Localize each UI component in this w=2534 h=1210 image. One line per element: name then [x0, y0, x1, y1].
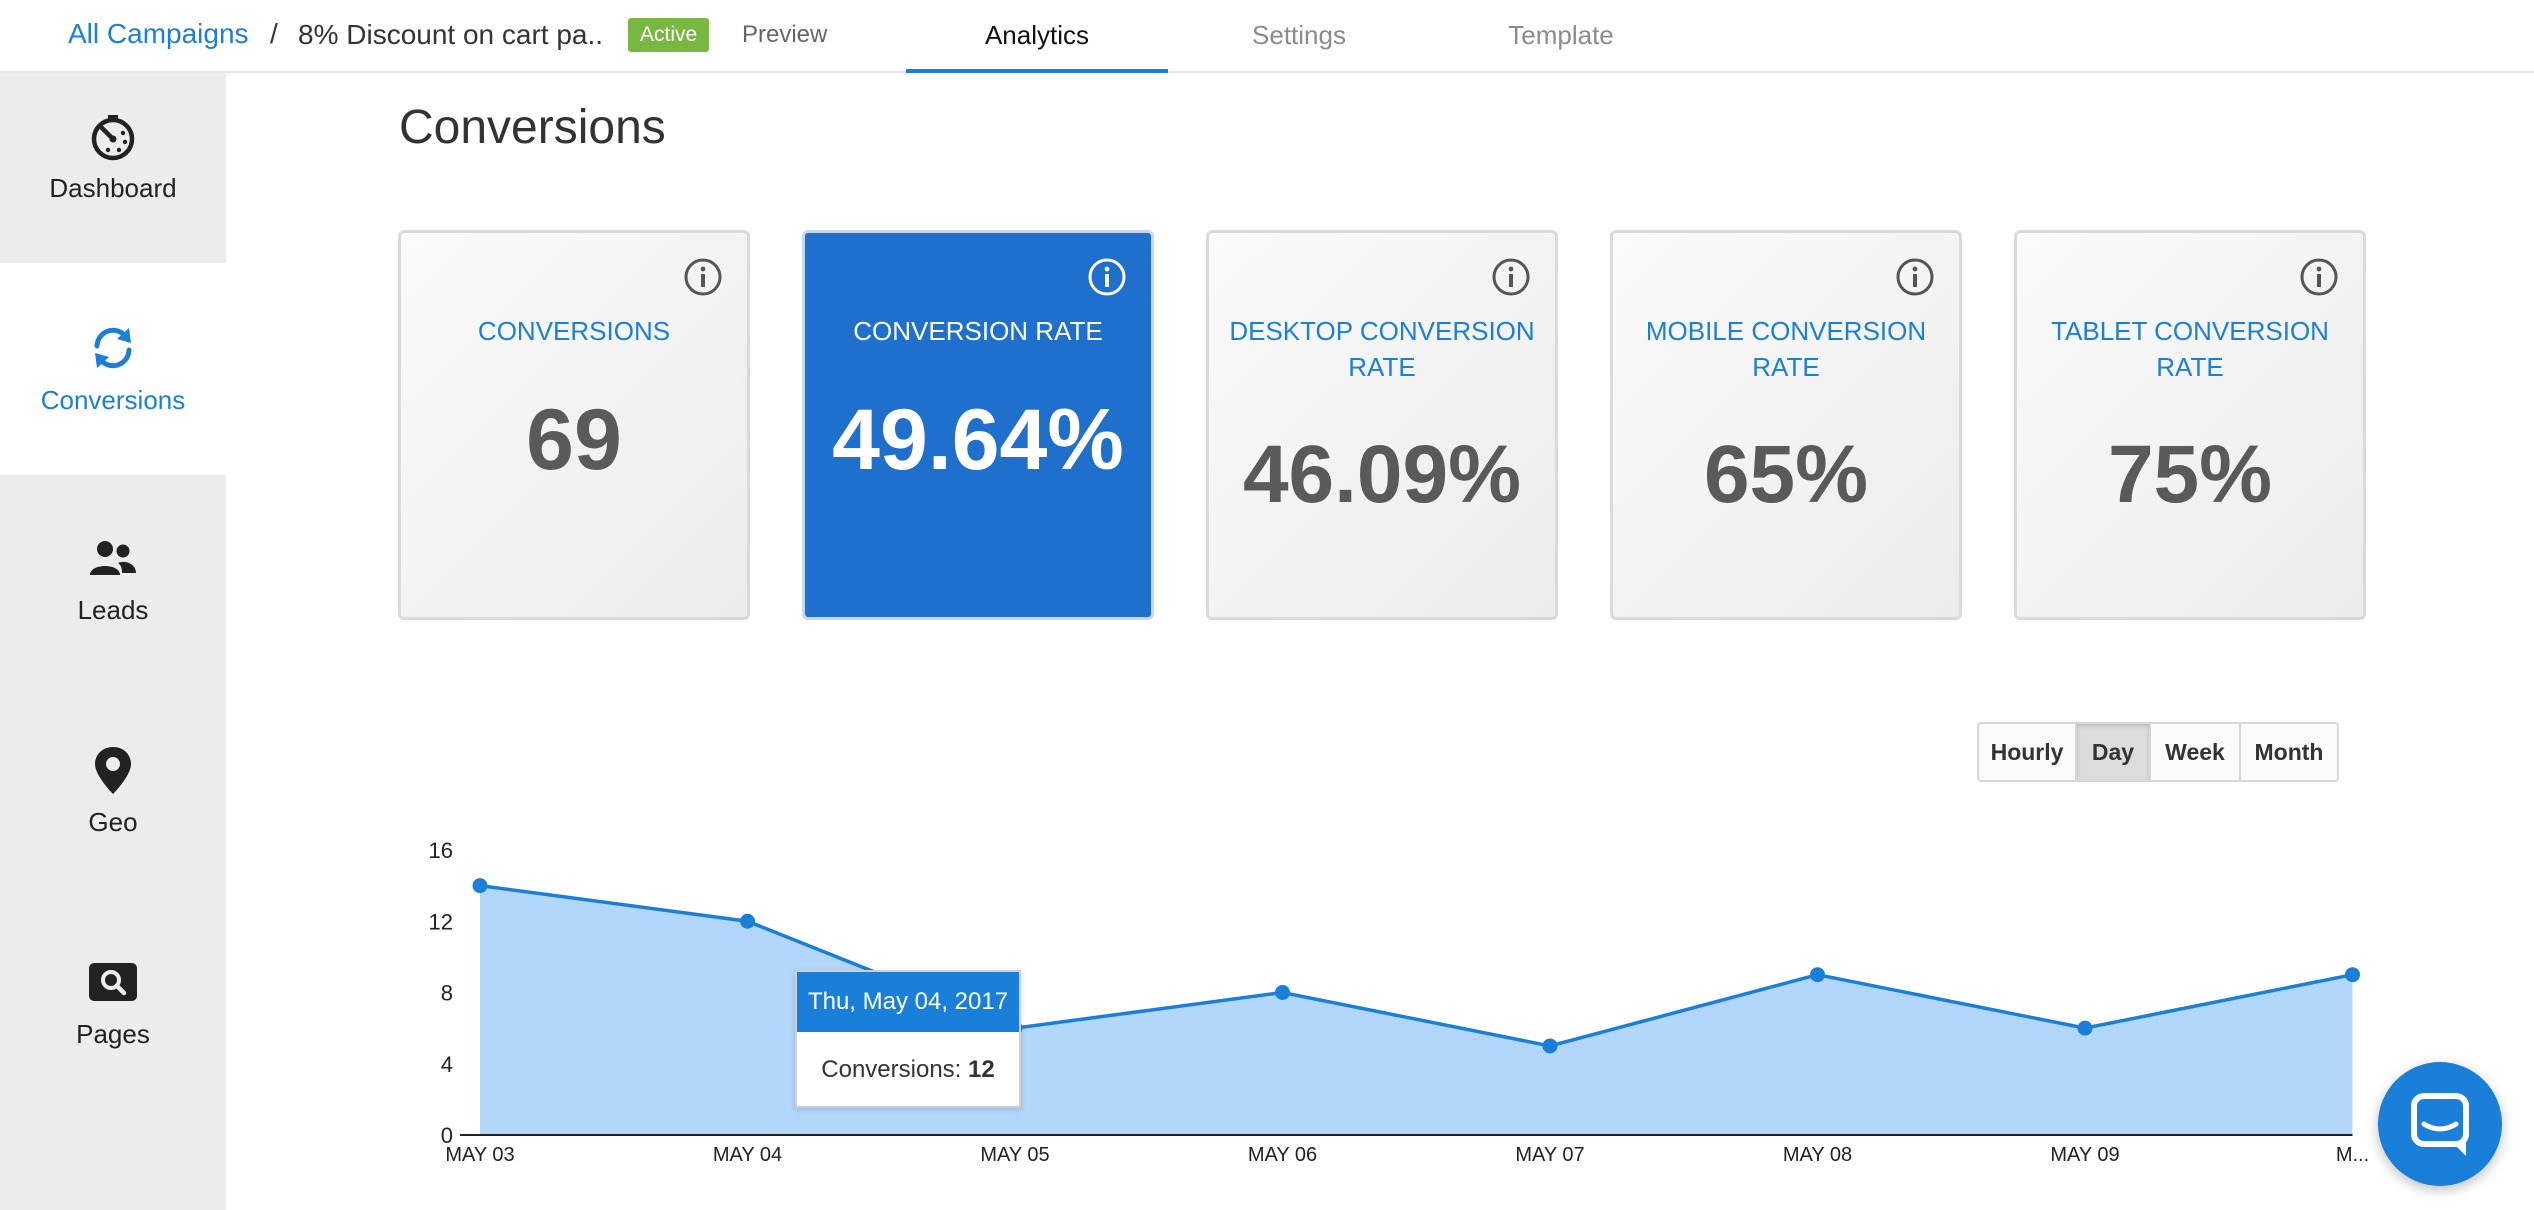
y-tick-label: 12	[429, 909, 453, 934]
sidebar-item-leads[interactable]: Leads	[0, 475, 226, 687]
info-icon[interactable]	[1087, 257, 1127, 297]
y-tick-label: 4	[441, 1052, 453, 1077]
tooltip-date: Thu, May 04, 2017	[797, 972, 1019, 1032]
metric-card-mobile-conversion-rate: MOBILE CONVERSION RATE 65%	[1610, 230, 1962, 620]
top-bar: All Campaigns / 8% Discount on cart pa..…	[0, 0, 2534, 73]
tooltip-body: Conversions: 12	[797, 1032, 1019, 1108]
info-icon[interactable]	[1491, 257, 1531, 297]
preview-link[interactable]: Preview	[742, 21, 828, 48]
tab-settings[interactable]: Settings	[1252, 20, 1346, 50]
metric-card-tablet-conversion-rate: TABLET CONVERSION RATE 75%	[2014, 230, 2366, 620]
toggle-hourly-button[interactable]: Hourly	[1979, 724, 2077, 780]
status-badge: Active	[628, 18, 710, 52]
page-title: Conversions	[399, 101, 666, 154]
metric-card-desktop-conversion-rate: DESKTOP CONVERSION RATE 46.09%	[1206, 230, 1558, 620]
sidebar-item-label: Pages	[76, 1019, 150, 1049]
x-tick-label: MAY 08	[1783, 1144, 1852, 1166]
data-point	[2345, 967, 2360, 983]
card-value: 49.64%	[832, 392, 1124, 488]
sidebar-item-pages[interactable]: Pages	[0, 899, 226, 1111]
data-point	[1810, 967, 1825, 983]
x-tick-label: MAY 07	[1515, 1144, 1584, 1166]
info-icon[interactable]	[2299, 257, 2339, 297]
users-icon	[90, 541, 136, 575]
metric-card-conversions: CONVERSIONS 69	[398, 230, 750, 620]
data-point	[472, 878, 488, 894]
card-value: 75%	[2107, 429, 2273, 520]
search-page-icon	[89, 963, 137, 1001]
x-tick-label: M...	[2336, 1144, 2369, 1166]
breadcrumb-all-campaigns-link[interactable]: All Campaigns	[68, 18, 249, 49]
tab-analytics[interactable]: Analytics	[906, 0, 1168, 73]
data-point	[2077, 1020, 2093, 1036]
data-point	[740, 913, 755, 929]
chat-launcher-button[interactable]	[2378, 1062, 2502, 1186]
refresh-arrows-icon	[94, 327, 132, 369]
sidebar-item-label: Leads	[77, 595, 149, 625]
card-label: CONVERSION RATE	[853, 316, 1103, 346]
y-tick-label: 16	[429, 838, 453, 863]
chat-bubble-icon	[2411, 1093, 2469, 1156]
x-tick-label: MAY 05	[980, 1144, 1049, 1166]
x-tick-label: MAY 06	[1248, 1144, 1317, 1166]
sidebar-item-conversions[interactable]: Conversions	[0, 263, 226, 475]
card-value: 65%	[1703, 429, 1869, 520]
breadcrumb-separator: /	[270, 18, 278, 49]
metric-card-conversion-rate: CONVERSION RATE 49.64%	[802, 230, 1154, 620]
toggle-day-button[interactable]: Day	[2077, 724, 2151, 780]
conversions-area-chart: 0 4 8 12 16 MAY 03 MAY 04 MAY 05 MAY 06 MAY 07 MAY…	[429, 838, 2370, 1166]
sidebar-item-dashboard[interactable]: Dashboard	[0, 73, 226, 285]
card-label: TABLET CONVERSION RATE	[2051, 316, 2329, 382]
tooltip-value: 12	[968, 1056, 995, 1083]
sidebar: Dashboard Conversions Leads Geo	[0, 73, 226, 1210]
sidebar-item-label: Geo	[88, 807, 138, 837]
dashboard-gauge-icon	[91, 115, 135, 161]
card-value: 46.09%	[1242, 429, 1522, 520]
card-label: DESKTOP CONVERSION RATE	[1229, 316, 1535, 382]
data-point	[1275, 985, 1290, 1000]
x-tick-label: MAY 03	[445, 1144, 514, 1166]
map-pin-icon	[95, 747, 131, 794]
card-value: 69	[526, 392, 622, 488]
tab-template[interactable]: Template	[1508, 20, 1614, 50]
data-point	[1542, 1038, 1558, 1054]
series-line	[479, 883, 2353, 1048]
time-granularity-toggle: Hourly Day Week Month	[1977, 722, 2339, 782]
x-tick-label: MAY 04	[713, 1144, 782, 1166]
y-tick-label: 8	[441, 981, 453, 1006]
card-label: MOBILE CONVERSION RATE	[1645, 316, 1927, 382]
area-fill	[480, 885, 2353, 1135]
sidebar-item-geo[interactable]: Geo	[0, 687, 226, 899]
sidebar-item-label: Dashboard	[49, 173, 177, 203]
breadcrumb-campaign-name: 8% Discount on cart pa..	[298, 19, 604, 50]
info-icon[interactable]	[1895, 257, 1935, 297]
chart-tooltip: Thu, May 04, 2017 Conversions: 12	[795, 970, 1021, 1108]
x-tick-label: MAY 09	[2050, 1144, 2119, 1166]
toggle-week-button[interactable]: Week	[2151, 724, 2241, 780]
y-tick-label: 0	[441, 1123, 453, 1148]
sidebar-item-label: Conversions	[40, 385, 186, 415]
info-icon[interactable]	[683, 257, 723, 297]
tooltip-label: Conversions:	[821, 1056, 969, 1083]
toggle-month-button[interactable]: Month	[2254, 739, 2324, 765]
card-label: CONVERSIONS	[477, 316, 671, 346]
